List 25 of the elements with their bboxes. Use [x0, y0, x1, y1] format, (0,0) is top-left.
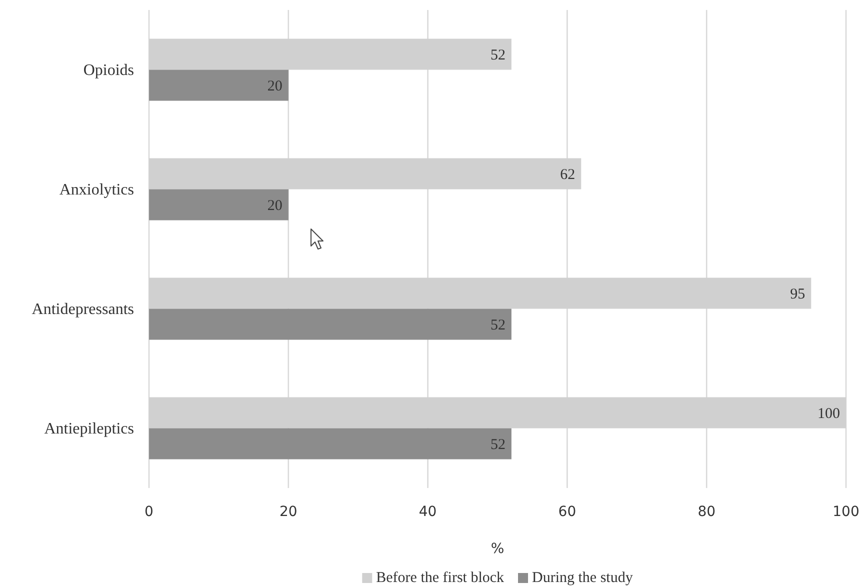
data-label: 52 — [490, 317, 506, 334]
x-tick-label: 60 — [558, 504, 576, 520]
y-tick-label: Opioids — [83, 62, 134, 79]
y-tick-label: Antiepileptics — [44, 420, 134, 438]
legend-label: Before the first block — [376, 570, 505, 586]
bar — [149, 428, 512, 460]
bar — [149, 308, 512, 340]
y-tick-label: Antidepressants — [32, 300, 134, 318]
data-label: 95 — [790, 286, 806, 302]
x-tick-label: 20 — [279, 504, 298, 520]
legend-label: During the study — [532, 570, 634, 586]
x-tick-label: 100 — [832, 504, 860, 520]
x-tick-label: 40 — [418, 504, 437, 520]
x-tick-label: 80 — [698, 504, 716, 520]
data-label: 62 — [560, 166, 576, 183]
data-label: 20 — [267, 78, 282, 94]
data-label: 52 — [490, 47, 506, 64]
data-label: 20 — [267, 198, 282, 214]
x-tick-label: 0 — [144, 504, 154, 520]
x-axis-title: % — [490, 541, 504, 557]
bar — [149, 189, 288, 220]
data-label: 100 — [818, 406, 840, 422]
y-tick-label: Anxiolytics — [59, 181, 134, 198]
data-label: 52 — [490, 436, 506, 453]
bar — [149, 70, 288, 101]
